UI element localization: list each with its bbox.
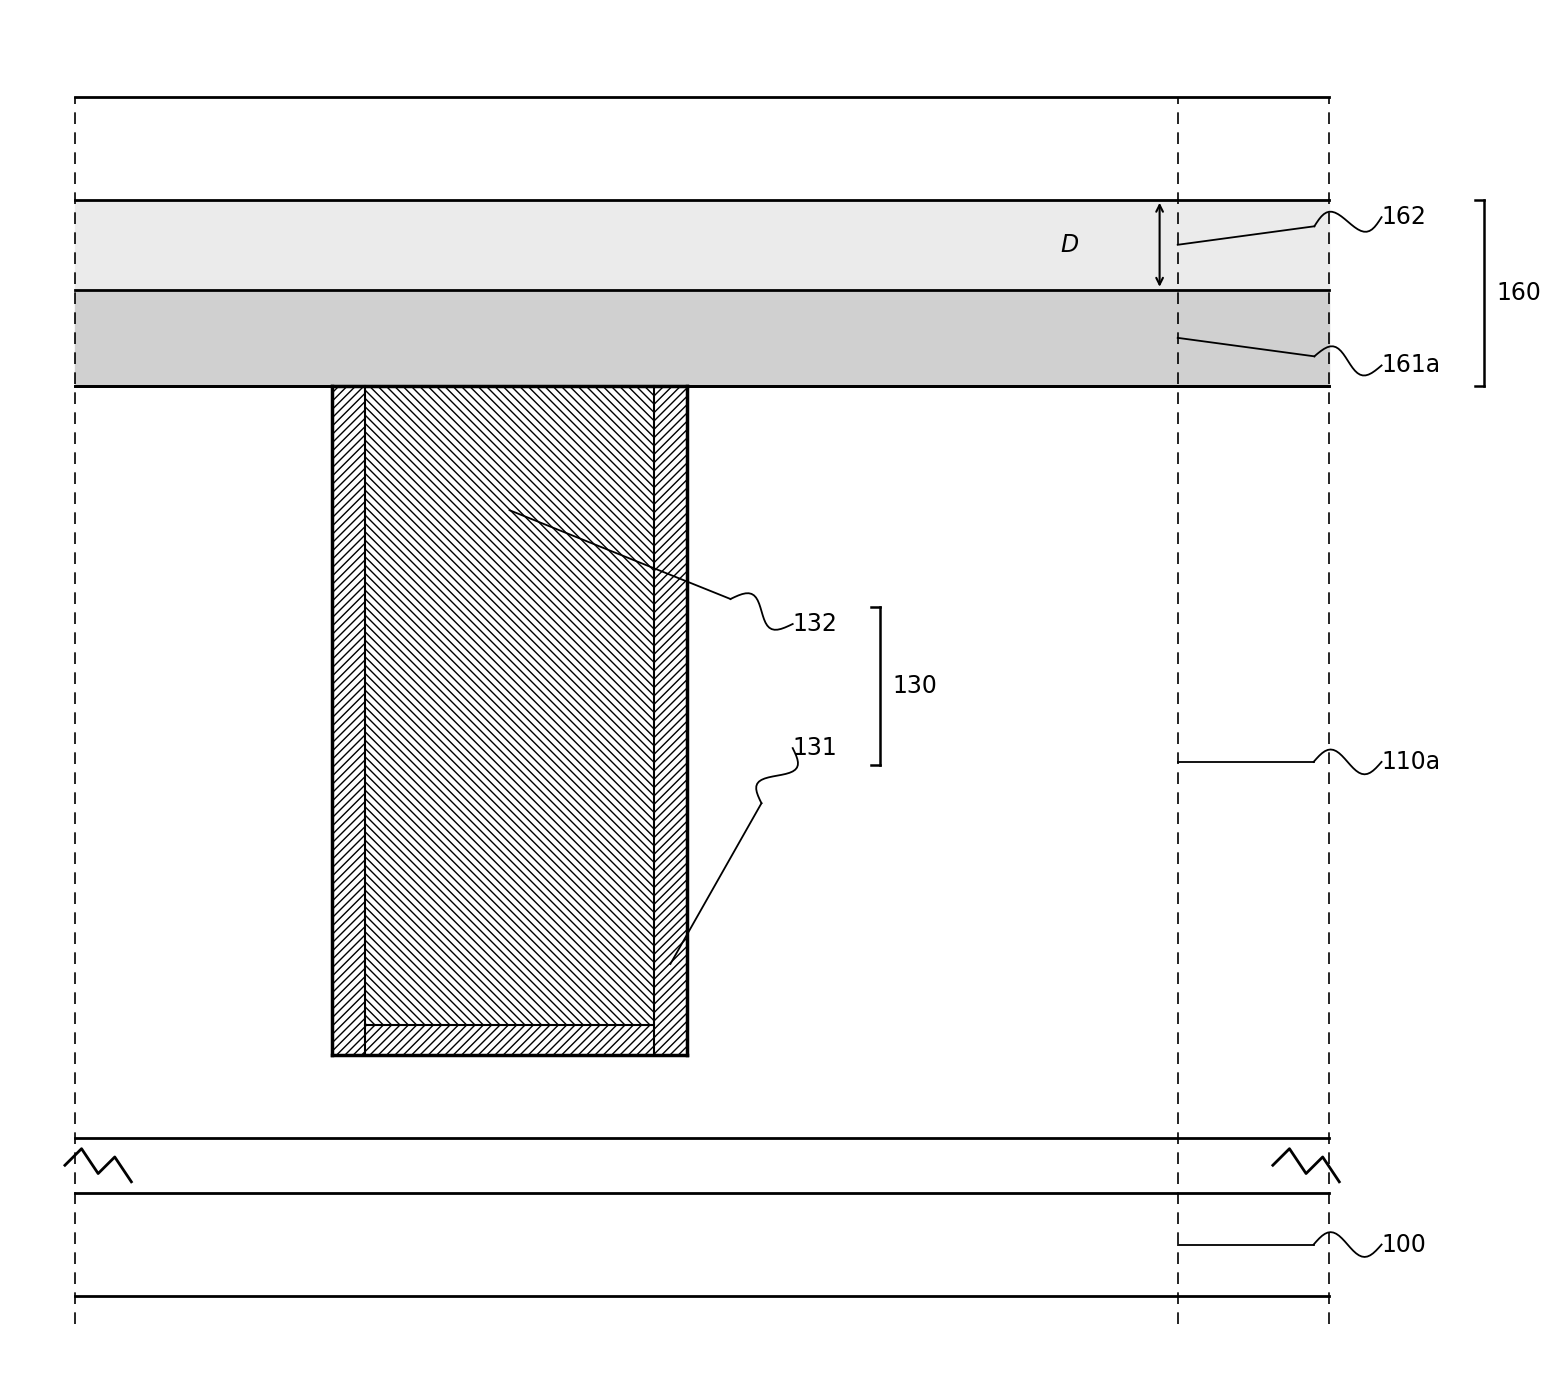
Text: 132: 132 bbox=[792, 612, 837, 636]
Text: 100: 100 bbox=[1382, 1233, 1427, 1256]
Bar bbox=[332, 1025, 687, 1055]
Bar bbox=[332, 386, 366, 1055]
Text: 161a: 161a bbox=[1382, 353, 1441, 378]
Text: D: D bbox=[1059, 233, 1078, 256]
Text: 110a: 110a bbox=[1382, 750, 1441, 774]
Text: 131: 131 bbox=[792, 736, 837, 760]
Bar bbox=[366, 386, 653, 1025]
Text: 160: 160 bbox=[1496, 281, 1541, 305]
Text: 130: 130 bbox=[892, 674, 937, 698]
Bar bbox=[653, 386, 687, 1055]
Text: 162: 162 bbox=[1382, 205, 1427, 229]
